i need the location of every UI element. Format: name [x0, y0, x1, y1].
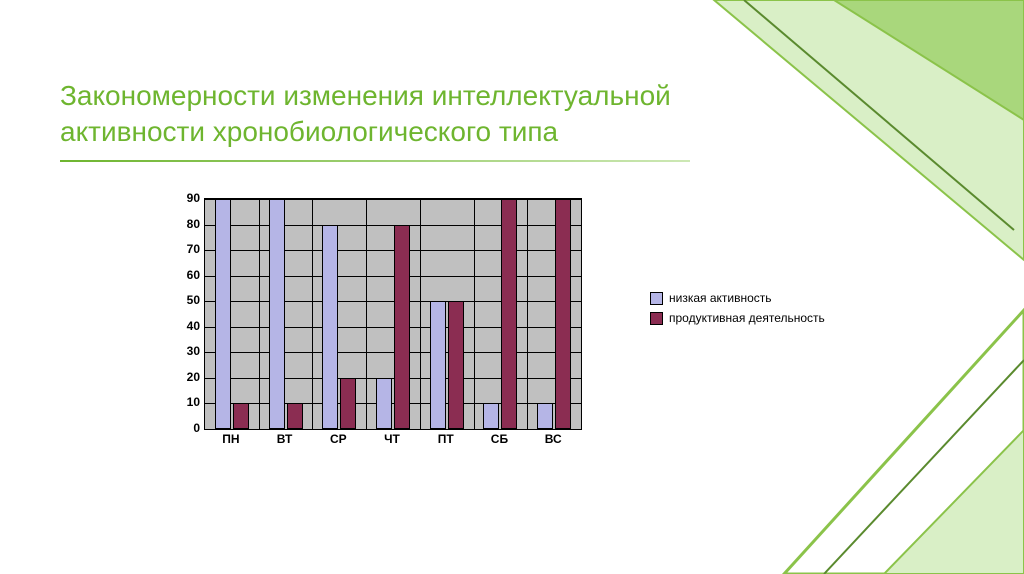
y-tick-label: 0 — [170, 421, 200, 435]
chart-plot-area: 0 10 20 30 40 50 60 70 80 90 ПНВТСРЧТПТСБВС — [170, 190, 600, 470]
bar — [287, 403, 303, 429]
bar — [233, 403, 249, 429]
x-tick-label: ЧТ — [365, 432, 419, 446]
x-tick-label: СР — [311, 432, 365, 446]
bar — [376, 378, 392, 429]
bar — [501, 199, 517, 429]
bar — [340, 378, 356, 429]
y-tick-label: 80 — [170, 217, 200, 231]
y-tick-label: 20 — [170, 370, 200, 384]
legend-item: низкая активность — [650, 291, 825, 305]
legend-item: продуктивная деятельность — [650, 311, 825, 325]
bar — [537, 403, 553, 429]
slide-title: Закономерности изменения интеллектуально… — [60, 78, 680, 151]
x-tick-label: ВС — [526, 432, 580, 446]
y-tick-label: 60 — [170, 268, 200, 282]
y-tick-label: 30 — [170, 344, 200, 358]
x-tick-label: ВТ — [258, 432, 312, 446]
activity-chart: 0 10 20 30 40 50 60 70 80 90 ПНВТСРЧТПТСБВС низка… — [170, 190, 870, 490]
y-tick-label: 90 — [170, 191, 200, 205]
legend-swatch — [650, 312, 663, 325]
x-tick-label: СБ — [473, 432, 527, 446]
legend-label: низкая активность — [669, 291, 772, 305]
y-tick-label: 40 — [170, 319, 200, 333]
bar — [215, 199, 231, 429]
bar — [483, 403, 499, 429]
legend-swatch — [650, 292, 663, 305]
y-tick-label: 70 — [170, 242, 200, 256]
bar — [430, 301, 446, 429]
x-tick-label: ПТ — [419, 432, 473, 446]
bar — [322, 225, 338, 429]
y-tick-label: 10 — [170, 395, 200, 409]
x-tick-label: ПН — [204, 432, 258, 446]
chart-legend: низкая активность продуктивная деятельнос… — [650, 285, 825, 331]
bar — [394, 225, 410, 429]
legend-label: продуктивная деятельность — [669, 311, 825, 325]
bar — [448, 301, 464, 429]
bar — [269, 199, 285, 429]
bar — [555, 199, 571, 429]
title-underline — [60, 160, 690, 162]
y-tick-label: 50 — [170, 293, 200, 307]
